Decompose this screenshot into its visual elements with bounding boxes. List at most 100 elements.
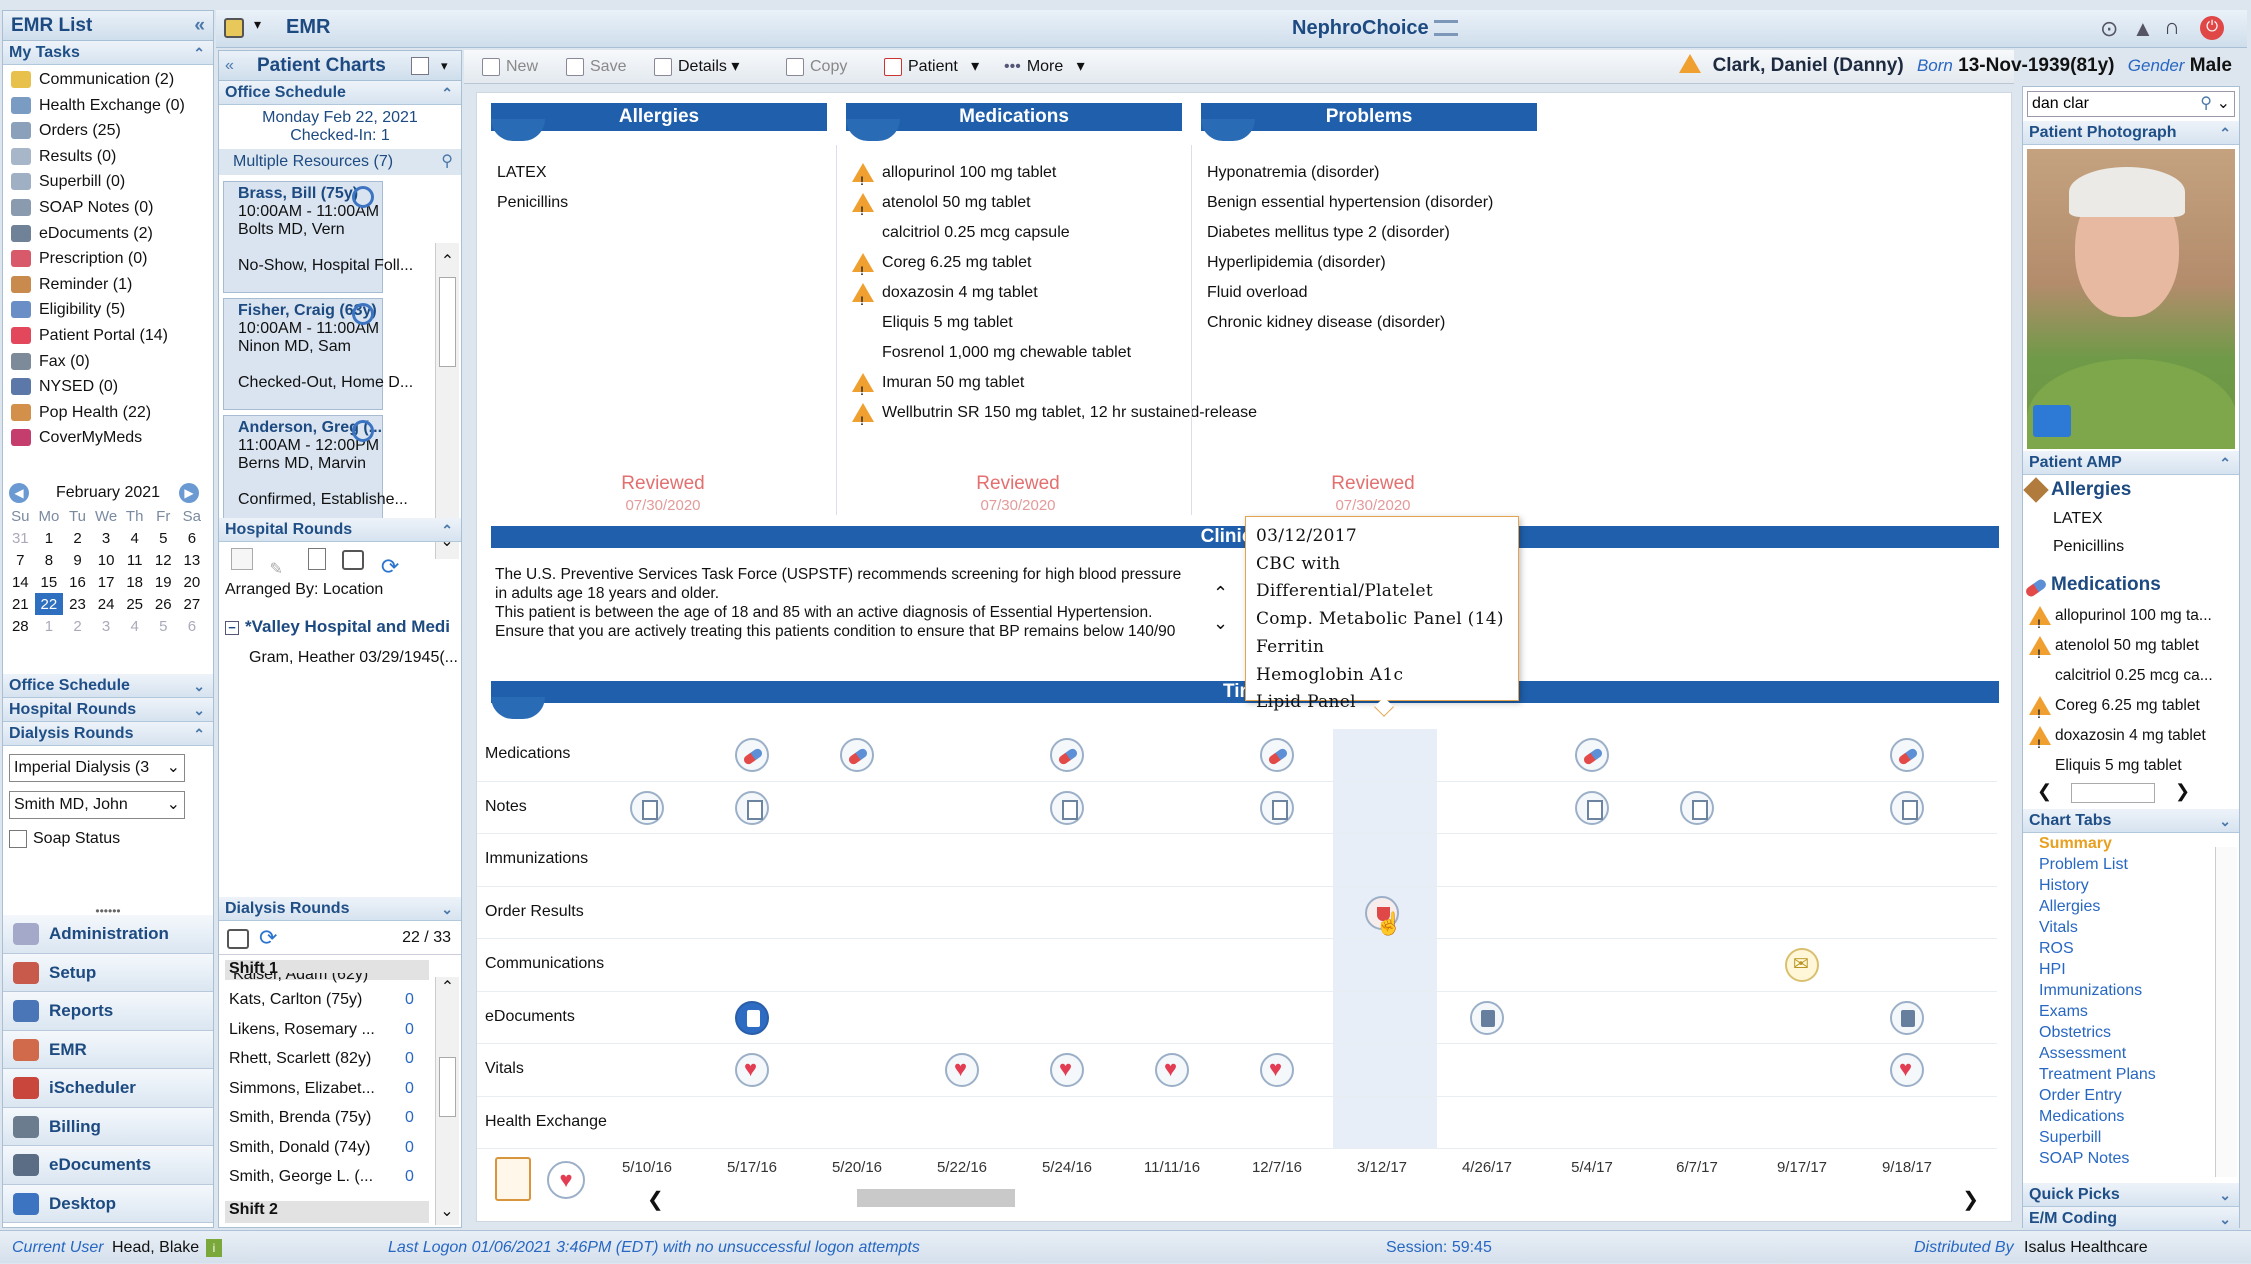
nav-ischeduler[interactable]: iScheduler (3, 1069, 213, 1108)
timeline-vit-marker[interactable] (735, 1053, 769, 1087)
calendar-day[interactable]: 19 (154, 573, 172, 591)
chart-tab-order-entry[interactable]: Order Entry (2039, 1087, 2122, 1104)
dialysis-patient-row[interactable]: Smith, Brenda (75y) 0 (219, 1103, 431, 1133)
timeline-med-marker[interactable] (1260, 738, 1294, 772)
amp-med-item[interactable]: Eliquis 5 mg tablet (2055, 757, 2182, 774)
chevron-down-icon[interactable]: ⌄ (193, 678, 205, 694)
task-item[interactable]: SOAP Notes (0) (3, 195, 213, 221)
medications-item[interactable]: allopurinol 100 mg tablet (852, 158, 1192, 196)
chart-tab-allergies[interactable]: Allergies (2039, 898, 2101, 915)
search-icon[interactable]: ⚲ (441, 153, 453, 170)
lock-icon[interactable] (224, 18, 244, 38)
search-icon[interactable]: ⚲ (2200, 95, 2212, 112)
dialysis-patient-row[interactable]: Rhett, Scarlett (82y) 0 (219, 1044, 431, 1074)
amp-med-item[interactable]: doxazosin 4 mg tablet (2023, 721, 2239, 759)
calendar-day[interactable]: 21 (11, 595, 29, 613)
resize-grip[interactable]: •••••• (95, 904, 121, 918)
timeline-scrollbar[interactable]: ❮ ❯ (647, 1187, 1987, 1211)
calendar-day[interactable]: 4 (130, 529, 139, 547)
resources-filter[interactable]: Multiple Resources (7) ⚲ (219, 149, 461, 175)
task-item[interactable]: NYSED (0) (3, 374, 213, 400)
lock-dropdown-icon[interactable]: ▾ (254, 16, 262, 32)
timeline-note-marker[interactable] (1050, 790, 1084, 825)
calendar-day[interactable]: 12 (154, 551, 172, 569)
dialysis-location-select[interactable]: Imperial Dialysis (3 ⌄ (9, 754, 185, 782)
timeline-med-marker[interactable] (735, 738, 769, 772)
calendar-day[interactable]: 10 (97, 551, 115, 569)
nav-administration[interactable]: Administration (3, 915, 213, 954)
user-info-icon[interactable]: i (206, 1239, 222, 1257)
calendar-day[interactable]: 2 (73, 529, 82, 547)
task-item[interactable]: Prescription (0) (3, 246, 213, 272)
medications-item[interactable]: Wellbutrin SR 150 mg tablet, 12 hr susta… (852, 398, 1257, 436)
timeline-doc-marker[interactable] (1890, 1000, 1924, 1035)
calendar-day[interactable]: 23 (69, 595, 86, 613)
chart-tab-obstetrics[interactable]: Obstetrics (2039, 1024, 2112, 1041)
chart-tab-history[interactable]: History (2039, 877, 2089, 894)
task-item[interactable]: Pop Health (22) (3, 400, 213, 426)
allergies-item[interactable]: Penicillins (497, 194, 569, 211)
print-icon[interactable] (227, 929, 249, 949)
timeline-med-marker[interactable] (1575, 738, 1609, 772)
calendar-day[interactable]: 14 (11, 573, 29, 591)
collapse-charts-icon[interactable]: « (225, 57, 234, 74)
schedule-scrollbar[interactable]: ⌃ ⌄ (435, 243, 459, 559)
medications-item[interactable]: doxazosin 4 mg tablet (852, 278, 1192, 316)
chart-tab-soap-notes[interactable]: SOAP Notes (2039, 1150, 2130, 1167)
chart-tab-vitals[interactable]: Vitals (2039, 919, 2078, 936)
nav-setup[interactable]: Setup (3, 953, 213, 992)
calendar-day[interactable]: 28 (11, 617, 29, 635)
power-icon[interactable]: ⏻ (2200, 16, 2224, 40)
calendar-day[interactable]: 25 (126, 595, 144, 613)
calendar-day[interactable]: 6 (187, 529, 197, 547)
calendar-day[interactable]: 13 (183, 551, 201, 569)
save-button[interactable]: Save (566, 50, 626, 84)
page-prev-icon[interactable]: ❮ (2037, 781, 2053, 801)
page-next-icon[interactable]: ❯ (2175, 781, 2191, 801)
calendar-day[interactable]: 1 (44, 617, 54, 635)
scroll-thumb[interactable] (857, 1189, 1015, 1207)
dialysis-rounds-section[interactable]: Dialysis Rounds ⌄ (219, 897, 461, 921)
appointment-card[interactable]: Anderson, Greg (... 11:00AM - 12:00PM Bern… (223, 415, 408, 527)
task-item[interactable]: Orders (25) (3, 118, 213, 144)
calendar-day[interactable]: 11 (126, 551, 143, 569)
timeline-note-marker[interactable] (1890, 790, 1924, 825)
timeline-vit-marker[interactable] (945, 1053, 979, 1087)
calendar-day[interactable]: 27 (183, 595, 201, 613)
collapse-left-icon[interactable]: « (194, 15, 205, 36)
chevron-up-icon[interactable]: ⌃ (193, 45, 205, 61)
timeline-tab[interactable] (491, 697, 545, 719)
task-item[interactable]: Health Exchange (0) (3, 93, 213, 119)
chart-tab-immunizations[interactable]: Immunizations (2039, 982, 2143, 999)
scroll-left-icon[interactable]: ❮ (647, 1189, 664, 1211)
task-item[interactable]: eDocuments (2) (3, 221, 213, 247)
calendar-day[interactable]: 7 (16, 551, 25, 569)
task-item[interactable]: Superbill (0) (3, 169, 213, 195)
alert-icon[interactable] (1679, 54, 1702, 73)
new-button[interactable]: New (482, 50, 538, 84)
chart-options-icon[interactable] (411, 57, 429, 75)
refresh-icon[interactable]: ⟳ (259, 925, 278, 950)
clipboard-icon[interactable] (495, 1157, 531, 1201)
graduation-cap-icon[interactable]: ▲ (2132, 16, 2154, 41)
patient-search[interactable]: ⚲ ⌄ (2027, 91, 2235, 117)
patient-search-input[interactable] (2032, 95, 2182, 113)
patient-button[interactable]: Patient ▾ (884, 50, 979, 84)
nav-reports[interactable]: Reports (3, 992, 213, 1031)
chart-tabs-scrollbar[interactable] (2215, 847, 2237, 1177)
problems-item[interactable]: Benign essential hypertension (disorder) (1207, 194, 1494, 211)
scroll-down-icon[interactable]: ⌄ (1213, 613, 1229, 633)
task-item[interactable]: CoverMyMeds (3, 425, 213, 451)
calendar-day[interactable]: 6 (187, 617, 197, 635)
nav-desktop[interactable]: Desktop (3, 1184, 213, 1223)
page-scroll[interactable] (2071, 783, 2155, 803)
chart-tab-ros[interactable]: ROS (2039, 940, 2074, 957)
timeline-note-marker[interactable] (735, 790, 769, 825)
calendar-day[interactable]: 18 (126, 573, 144, 591)
scroll-up-icon[interactable]: ⌃ (1213, 583, 1229, 603)
calendar-day[interactable]: 5 (159, 617, 168, 635)
office-schedule-section[interactable]: Office Schedule ⌃ (219, 81, 461, 105)
calendar-day[interactable]: 3 (101, 529, 111, 547)
chart-dropdown-icon[interactable]: ▾ (441, 58, 448, 73)
chart-tab-medications[interactable]: Medications (2039, 1108, 2125, 1125)
